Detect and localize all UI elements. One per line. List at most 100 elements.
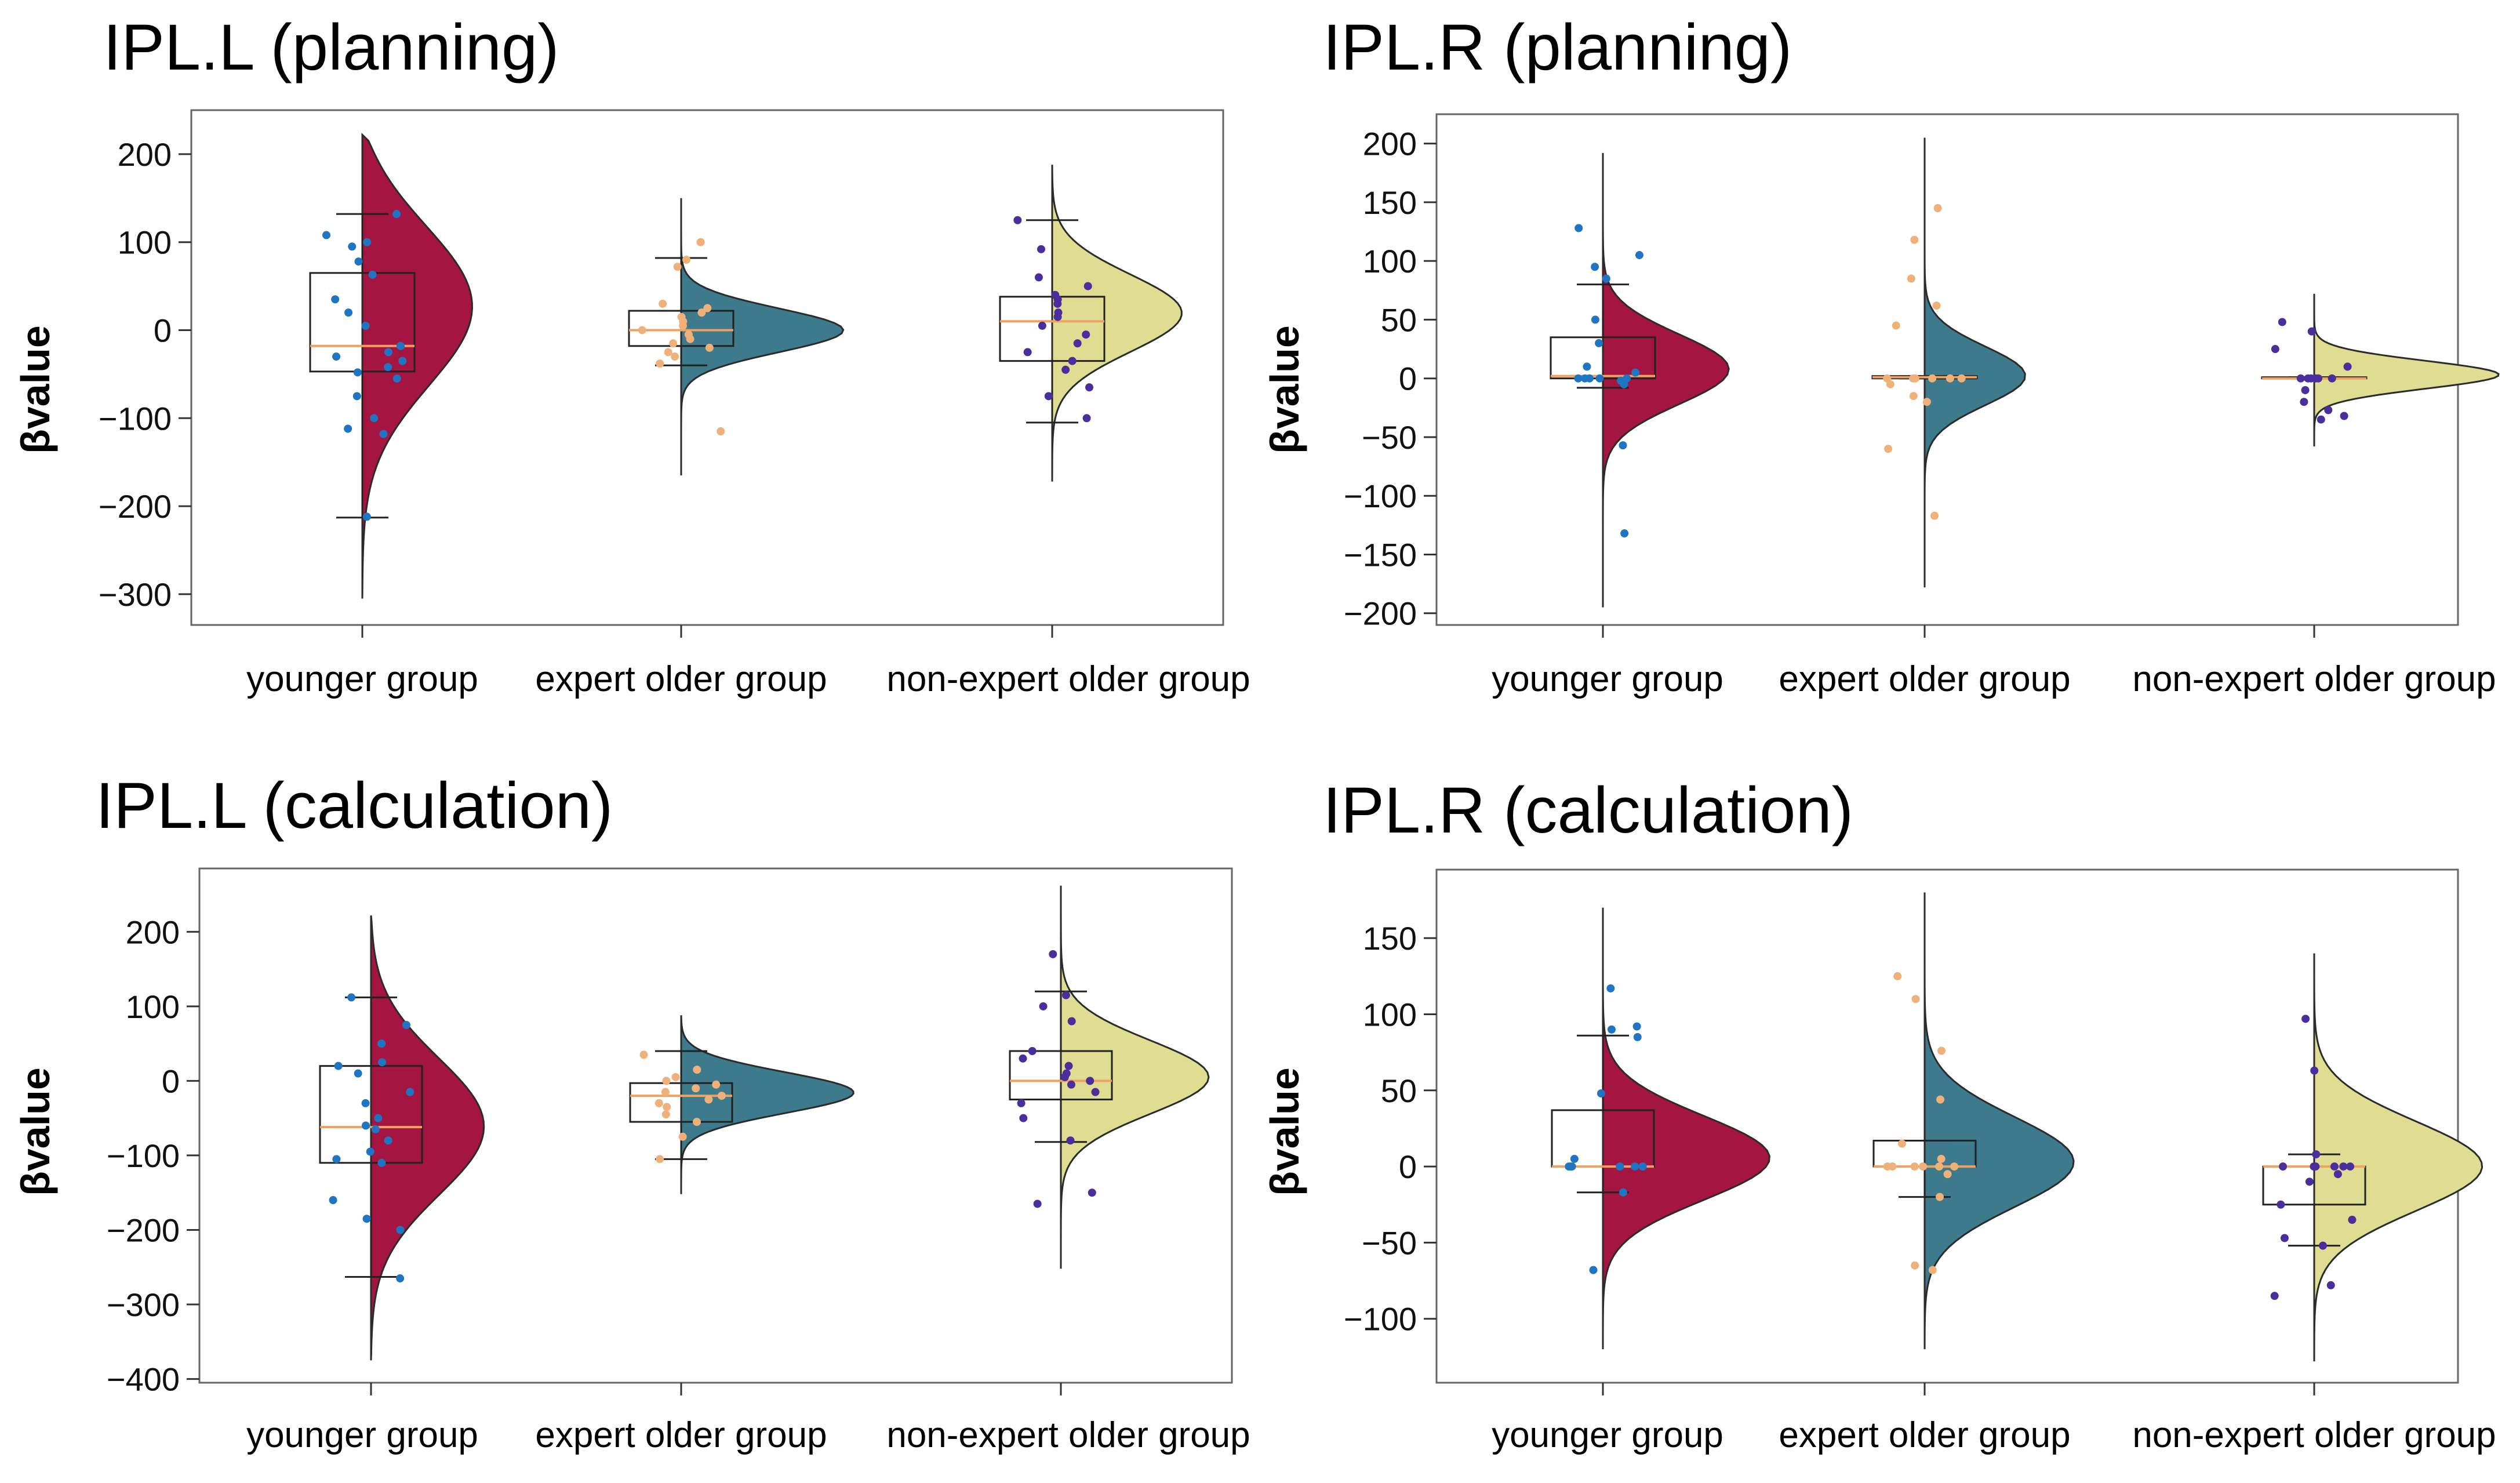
data-point (2310, 1066, 2319, 1075)
data-point (353, 368, 362, 377)
data-point (703, 304, 712, 312)
data-point (2339, 1162, 2348, 1171)
plot-frame (1435, 868, 2459, 1384)
data-point (362, 512, 371, 521)
y-axis-label: βvalue (13, 1067, 58, 1196)
data-point (2346, 1162, 2355, 1171)
y-tick-label: −300 (107, 1286, 180, 1323)
data-point (1910, 1162, 1919, 1171)
data-point (1897, 1139, 1906, 1148)
data-point (2279, 1162, 2288, 1171)
box (1009, 1050, 1113, 1101)
x-tick-label: non-expert older group (886, 1415, 1250, 1455)
data-point (2305, 1177, 2314, 1186)
panel-ipl-r-calculation: IPL.R (calculation) βvalue 150 100 50 0 −50 −… (1262, 774, 2496, 1455)
data-point (332, 352, 341, 361)
data-point (1619, 441, 1627, 450)
data-point (1922, 398, 1931, 406)
data-point (1936, 1193, 1944, 1201)
box (319, 1065, 423, 1164)
data-point (2340, 412, 2348, 420)
y-tick-label: 100 (1363, 243, 1417, 279)
x-tick-label: younger group (246, 659, 478, 699)
x-tick-label: expert older group (535, 659, 827, 699)
data-point (1620, 529, 1629, 538)
x-tick-label: non-expert older group (886, 659, 1250, 699)
data-point (344, 308, 353, 317)
data-point (639, 1051, 648, 1059)
y-tick-label: 50 (1381, 1073, 1417, 1109)
x-tick-label: younger group (1492, 1415, 1723, 1455)
data-point (398, 357, 407, 365)
data-point (1037, 245, 1045, 253)
data-point (638, 326, 646, 335)
data-point (2317, 415, 2325, 424)
data-point (678, 1132, 687, 1141)
data-point (1061, 991, 1070, 999)
panel-title: IPL.L (planning) (103, 11, 559, 83)
y-tick-label: −200 (107, 1212, 180, 1248)
data-point (1911, 1261, 1919, 1270)
data-point (692, 1084, 700, 1093)
y-tick-label: 0 (154, 312, 172, 348)
data-point (669, 339, 678, 348)
x-tick-label: non-expert older group (2132, 1415, 2496, 1455)
data-point (686, 335, 694, 343)
data-point (384, 1136, 392, 1145)
x-tick-label: younger group (246, 1415, 478, 1455)
box (309, 272, 416, 373)
data-point (329, 1196, 337, 1205)
y-tick-label: 50 (1381, 301, 1417, 338)
data-point (2324, 406, 2333, 415)
data-point (1085, 383, 1094, 392)
data-point (379, 430, 388, 438)
data-point (1591, 315, 1599, 324)
data-point (1886, 380, 1894, 388)
panel-title: IPL.R (planning) (1323, 11, 1792, 83)
data-point (1932, 301, 1941, 310)
data-point (2300, 398, 2308, 406)
data-point (1608, 1025, 1616, 1034)
density-cloud (1602, 152, 1730, 608)
x-tick-label: expert older group (535, 1415, 827, 1455)
data-point (1909, 392, 1918, 401)
data-point (1061, 365, 1070, 374)
data-point (2318, 1241, 2327, 1250)
data-point (1019, 1054, 1027, 1063)
data-point (697, 308, 706, 317)
data-point (671, 1073, 680, 1081)
data-point (334, 1062, 343, 1070)
plot-area: 150 100 50 0 −50 −100 (1344, 868, 2483, 1395)
data-point (2271, 345, 2279, 354)
data-point (2278, 318, 2286, 326)
data-point (1907, 274, 1915, 283)
data-point (654, 1099, 663, 1107)
x-tick-label: expert older group (1779, 1415, 2070, 1455)
data-point (656, 1155, 664, 1164)
data-point (2277, 1200, 2285, 1209)
data-point (2333, 1170, 2342, 1179)
data-point (1019, 1114, 1028, 1122)
data-point (1049, 950, 1057, 958)
data-point (1928, 1266, 1937, 1274)
y-tick-label: −50 (1362, 419, 1417, 456)
y-tick-label: 0 (162, 1063, 180, 1099)
panel-title: IPL.R (calculation) (1323, 774, 1853, 846)
data-point (1933, 204, 1942, 213)
data-point (396, 1274, 405, 1283)
data-point (1631, 368, 1640, 377)
x-tick-label: non-expert older group (2132, 659, 2496, 699)
data-point (1632, 1022, 1641, 1031)
data-point (371, 1125, 380, 1133)
data-point (1909, 374, 1918, 383)
data-point (363, 238, 372, 246)
x-tick-label: younger group (1492, 659, 1723, 699)
density-cloud (1923, 892, 2075, 1350)
data-point (1034, 273, 1043, 282)
density-cloud (1602, 907, 1770, 1350)
data-point (2301, 386, 2310, 394)
data-point (1064, 1062, 1073, 1070)
data-point (1044, 392, 1053, 401)
